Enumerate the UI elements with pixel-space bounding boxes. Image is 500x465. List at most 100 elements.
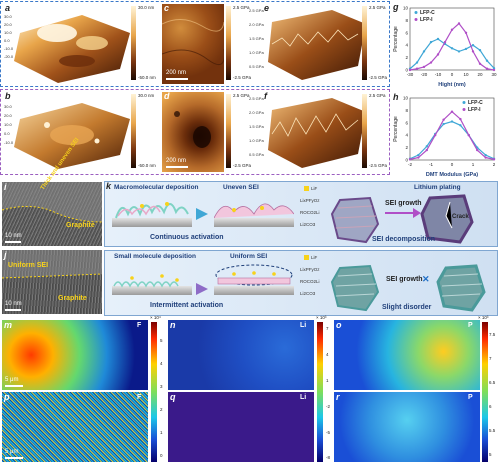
axis-tick-e-3: 1.5 GPa xyxy=(249,36,264,41)
panel-label-b: b xyxy=(5,91,11,101)
colorbar-1-tick-4: 2 xyxy=(160,407,163,412)
text-sei-decomposition: SEI decomposition xyxy=(372,236,436,243)
arrow-right-icon-bottom xyxy=(196,283,208,295)
x-tick-label: 1 xyxy=(472,162,475,167)
colorbar-b-max: 30.0 nm xyxy=(138,93,155,98)
caption-continuous-activation: Continuous activation xyxy=(150,234,224,241)
axis-tick-a-6: -20.0 xyxy=(4,54,14,59)
legend-lif-swatch xyxy=(304,186,309,191)
colorbar-1-tick-1: 5 xyxy=(160,338,163,343)
blocked-x-icon: ✕ xyxy=(422,274,430,284)
y-tick-label: 8 xyxy=(405,18,408,23)
x-tick-label: 0 xyxy=(451,72,454,77)
data-point xyxy=(417,156,420,159)
modulus-texture-c xyxy=(162,4,224,84)
text-sei-growth-bottom: SEI growth xyxy=(386,276,423,283)
y-tick-label: 6 xyxy=(405,120,408,125)
colorbar-e-max: 2.5 GPa xyxy=(369,5,386,10)
particle-before-bottom xyxy=(330,264,380,312)
panel-label-j: j xyxy=(4,250,7,260)
tem-label-uniform-sei: Uniform SEI xyxy=(8,262,49,269)
title-lithium-plating: Lithium plating xyxy=(414,184,461,191)
data-point xyxy=(464,31,468,34)
data-point xyxy=(415,61,419,64)
axis-tick-a-3: 10.0 xyxy=(4,30,12,35)
data-point xyxy=(434,134,437,137)
substrate-top-mid xyxy=(214,218,294,227)
data-point xyxy=(492,66,496,70)
legend-li2co3-b: Li2CO3 xyxy=(300,291,316,296)
legend-roco2li: ROCO2Li xyxy=(300,210,320,215)
panel-label-q: q xyxy=(170,392,176,402)
scale-bar-m xyxy=(5,385,23,387)
y-tick-label: 0 xyxy=(405,68,408,73)
x-tick-label: 10 xyxy=(463,72,469,77)
legend-lixpfyoz-b: LixPFyOz xyxy=(300,267,320,272)
legend-lif-swatch-b xyxy=(304,255,309,260)
tem-label-graphite-j: Graphite xyxy=(58,295,87,302)
data-point xyxy=(417,153,420,157)
map-q-li xyxy=(168,392,314,462)
colorbar-3-tick-2: 7 xyxy=(489,356,492,361)
data-point xyxy=(408,68,412,72)
tem-label-graphite-i: Graphite xyxy=(66,222,95,229)
y-tick-label: 10 xyxy=(403,96,409,101)
colorbar-e-min: -2.5 GPa xyxy=(369,75,388,80)
data-point xyxy=(457,22,461,25)
uneven-sei-layer xyxy=(214,203,294,219)
data-point xyxy=(457,50,461,53)
y-tick-label: 4 xyxy=(405,133,408,138)
text-crack: Crack xyxy=(452,214,469,220)
colorbar-modulus-d xyxy=(226,94,231,168)
axis-tick-a-4: 0.0 xyxy=(4,38,10,43)
x-tick-label: -10 xyxy=(435,72,442,77)
title-uneven-sei: Uneven SEI xyxy=(223,184,259,191)
colorbar-modulus-e xyxy=(362,6,367,80)
data-point xyxy=(471,50,475,53)
x-axis-label: Hight (nm) xyxy=(438,82,466,88)
axis-tick-e-2: 2.0 GPa xyxy=(249,22,264,27)
axis-tick-f-2: 2.0 GPa xyxy=(249,110,264,115)
scale-bar-i xyxy=(5,241,21,243)
colorbar-c-max: 2.5 GPa xyxy=(233,5,250,10)
legend-label: LFP-I xyxy=(468,107,481,113)
axis-tick-a-1: 30.0 xyxy=(4,14,12,19)
map-o-p xyxy=(334,320,480,390)
title-uniform-sei: Uniform SEI xyxy=(230,253,268,260)
axis-tick-e-1: 2.5 GPa xyxy=(249,8,264,13)
axis-tick-f-4: 1.0 GPa xyxy=(249,138,264,143)
colorbar-1-tick-2: 4 xyxy=(160,361,163,366)
x-tick-label: -30 xyxy=(407,72,414,77)
y-tick-label: 0 xyxy=(405,158,408,163)
legend-li2co3: Li2CO3 xyxy=(300,222,316,227)
axis-tick-e-5: 0.5 GPa xyxy=(249,64,264,69)
text-slight-disorder: Slight disorder xyxy=(382,304,432,311)
legend-marker xyxy=(414,11,418,14)
colorbar-jet-3 xyxy=(482,322,488,462)
afm-height-3d-b xyxy=(2,91,142,173)
afm-modulus-map-c xyxy=(162,4,224,84)
colorbar-2-tick-4: -2 xyxy=(326,404,331,409)
panel-label-o: o xyxy=(336,320,342,330)
data-point xyxy=(450,28,454,31)
y-tick-label: 2 xyxy=(405,55,408,60)
map-n-element: Li xyxy=(300,322,307,329)
axis-tick-f-3: 1.5 GPa xyxy=(249,124,264,129)
axis-tick-b-3: 10.0 xyxy=(4,122,12,127)
colorbar-2-tick-6: -8 xyxy=(326,455,331,460)
frame-afm-lfp-c xyxy=(0,1,390,87)
colorbar-b-min: -50.0 nm xyxy=(138,163,156,168)
colorbar-d-max: 2.5 GPa xyxy=(233,93,250,98)
tem-overlay-j xyxy=(2,250,102,279)
map-p-f xyxy=(2,392,148,462)
panel-label-i: i xyxy=(4,182,7,192)
scale-text-m: 5 μm xyxy=(5,377,19,383)
data-point xyxy=(436,53,440,56)
legend-lixpfyoz: LixPFyOz xyxy=(300,198,320,203)
tem-overlay-i xyxy=(2,182,102,223)
colorbar-jet-2 xyxy=(317,322,323,462)
colorbar-c-min: -2.5 GPa xyxy=(233,75,252,80)
plot-area xyxy=(409,7,495,71)
axis-tick-a-5: -10.0 xyxy=(4,46,14,51)
caption-intermittent-activation: Intermittent activation xyxy=(150,302,224,309)
